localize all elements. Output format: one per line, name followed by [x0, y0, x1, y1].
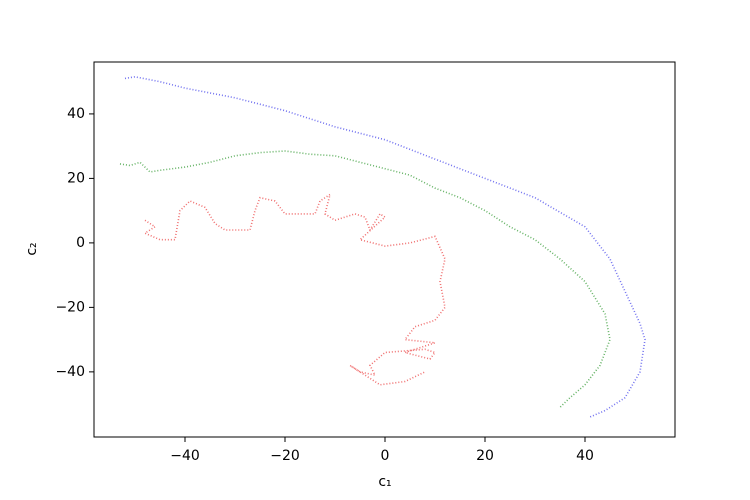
y-tick-label: 20: [67, 170, 85, 186]
series-line: [143, 192, 446, 386]
y-tick-label: 0: [76, 235, 85, 251]
plot-frame: [93, 61, 676, 438]
x-tick-label: −20: [270, 448, 300, 464]
y-tick-label: 40: [67, 106, 85, 122]
series-line: [119, 150, 611, 408]
x-axis-label: c₁: [378, 474, 391, 490]
x-tick-label: −40: [170, 448, 200, 464]
y-tick-label: −40: [55, 364, 85, 380]
y-tick-label: −20: [55, 299, 85, 315]
x-tick-label: 0: [381, 448, 390, 464]
series-line: [124, 75, 646, 418]
x-tick-label: 40: [576, 448, 594, 464]
y-axis-label: c₂: [24, 242, 40, 255]
x-tick-label: 20: [476, 448, 494, 464]
